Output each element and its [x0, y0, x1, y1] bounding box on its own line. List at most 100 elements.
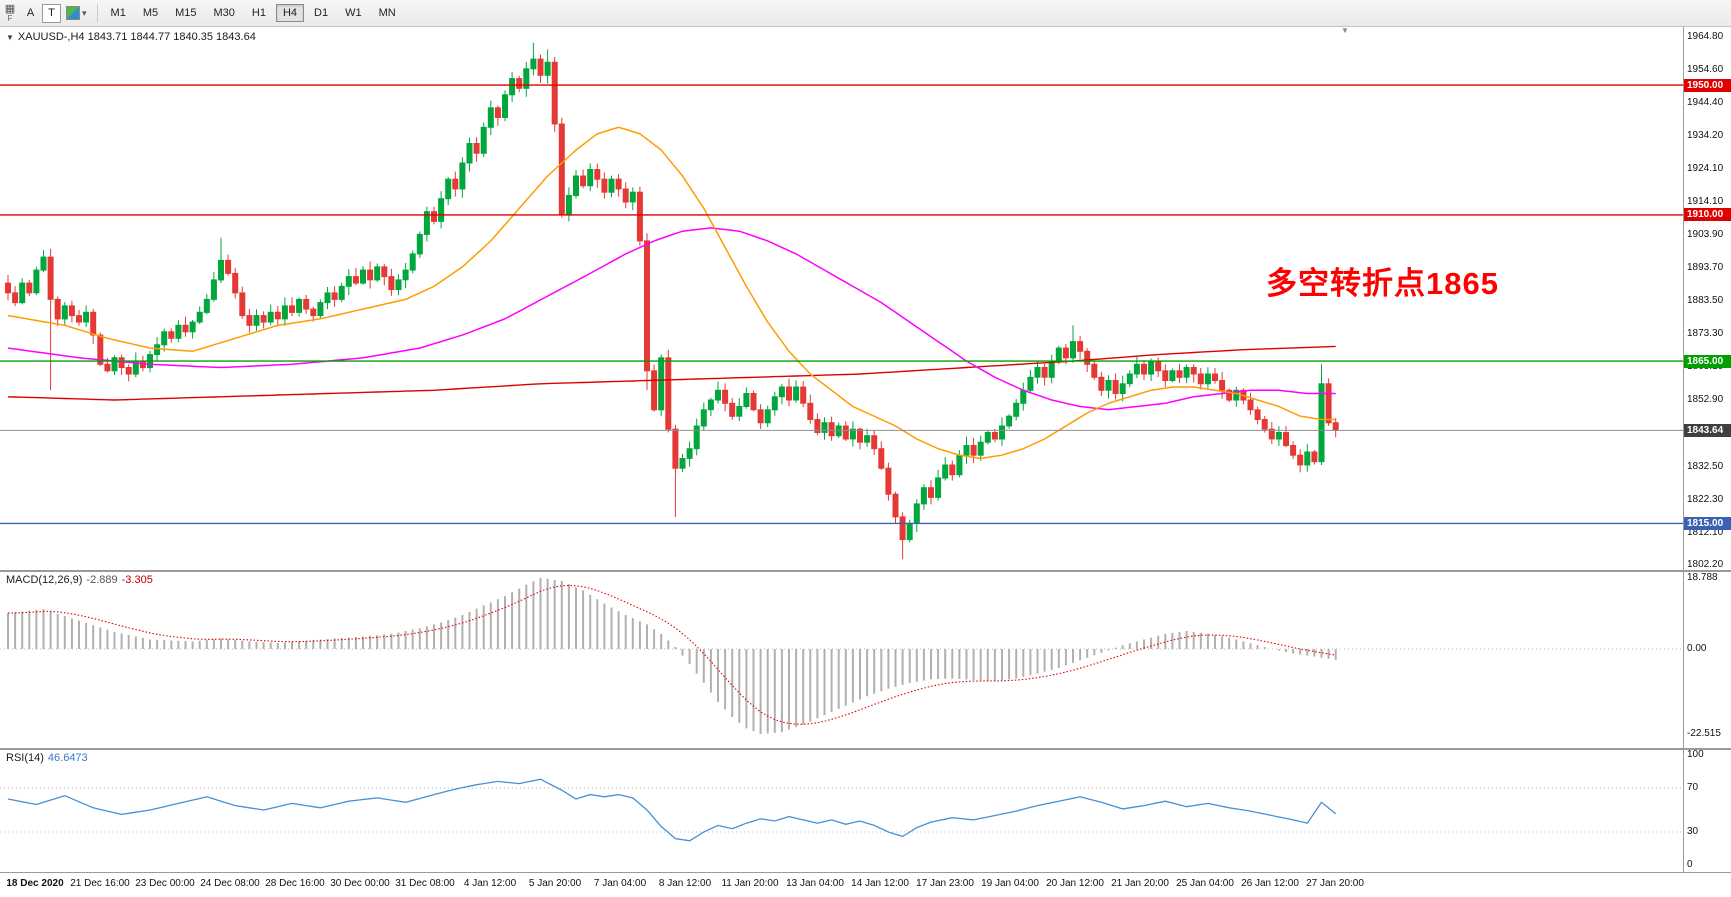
charts-grid-icon[interactable]: ▦	[4, 2, 16, 15]
candle-body	[665, 357, 672, 430]
timeframe-h1[interactable]: H1	[251, 7, 266, 19]
chart-shift-marker[interactable]: ▼	[1341, 26, 1349, 35]
candle-body	[54, 298, 61, 320]
chevron-down-icon: ▾	[82, 7, 87, 18]
price-axis-label: 1924.10	[1687, 163, 1724, 175]
candle-body	[1105, 380, 1112, 391]
candle-body	[764, 409, 771, 424]
top-toolbar: ▦ F A T ▾ M1 M5 M15 M30 H1 H4 D1 W1 MN	[0, 0, 1731, 27]
rsi-axis-label: 0	[1687, 859, 1693, 870]
timeframe-m1[interactable]: M1	[110, 7, 126, 19]
candle-body	[622, 188, 629, 203]
candle-body	[416, 233, 423, 255]
candle-body	[47, 256, 54, 300]
candle-body	[544, 61, 551, 76]
candle-body	[1141, 363, 1147, 375]
candle-body	[1041, 367, 1048, 378]
candle-body	[1233, 389, 1240, 401]
candle-body	[1034, 367, 1041, 378]
candle-body	[1062, 347, 1069, 359]
pane-separator-rsi[interactable]	[0, 748, 1731, 750]
pane-separator-macd[interactable]	[0, 570, 1731, 572]
candle-body	[26, 282, 33, 294]
candle-body	[1176, 370, 1183, 378]
time-axis-label: 24 Dec 08:00	[200, 878, 260, 889]
timeframe-m5[interactable]: M5	[142, 7, 159, 19]
candle-body	[516, 78, 523, 89]
candle-body	[1290, 445, 1297, 456]
candle-body	[395, 279, 402, 291]
price-axis-label: 1964.80	[1687, 31, 1724, 42]
time-axis-label: 25 Jan 04:00	[1176, 878, 1234, 889]
candle-body	[949, 464, 956, 476]
candle-body	[1325, 383, 1332, 424]
indicator-icon	[66, 6, 80, 20]
timeframe-h4[interactable]: H4	[275, 4, 305, 22]
candle-body	[1162, 370, 1169, 381]
candle-body	[1070, 341, 1076, 359]
candle-body	[594, 169, 601, 180]
candle-body	[1304, 451, 1311, 466]
rsi-axis-label: 30	[1687, 826, 1699, 837]
rsi-line	[7, 778, 1337, 842]
arrow-tool-button[interactable]: A	[21, 4, 40, 23]
price-tag-1950.00: 1950.00	[1684, 78, 1731, 92]
candle-body	[1183, 367, 1190, 378]
candle-body	[409, 253, 416, 271]
candle-body	[97, 334, 104, 365]
time-axis-label: 4 Jan 12:00	[463, 878, 517, 889]
candle-body	[239, 292, 246, 317]
price-axis-label: 1954.60	[1687, 64, 1724, 76]
candle-body	[111, 357, 118, 372]
timeframe-m30[interactable]: M30	[213, 7, 235, 19]
timeframe-d1[interactable]: D1	[314, 7, 329, 19]
candle-body	[90, 311, 97, 336]
text-tool-button[interactable]: T	[42, 3, 61, 23]
candle-body	[807, 402, 814, 420]
candle-body	[225, 259, 232, 274]
timeframe-m15[interactable]: M15	[175, 7, 197, 19]
candle-body	[1212, 373, 1218, 381]
candle-body	[1006, 415, 1013, 427]
time-axis-label: 26 Jan 12:00	[1241, 878, 1299, 889]
time-axis-label: 28 Dec 16:00	[265, 878, 325, 889]
candle-body	[736, 406, 743, 417]
candle-body	[289, 305, 295, 313]
candle-body	[466, 143, 473, 164]
candle-body	[1268, 428, 1275, 440]
candle-body	[928, 487, 934, 498]
macd-histogram	[7, 577, 1337, 734]
timeframe-w1[interactable]: W1	[345, 7, 362, 19]
timeframe-mn[interactable]: MN	[378, 7, 396, 19]
rsi-axis-label: 70	[1687, 782, 1699, 793]
ma-slow-line	[7, 345, 1336, 401]
candle-body	[991, 432, 998, 440]
objects-collapse-icon[interactable]: ▼	[6, 33, 14, 42]
candle-body	[1155, 360, 1162, 372]
candle-body	[33, 269, 40, 294]
time-axis-label: 17 Jan 23:00	[916, 878, 974, 889]
indicators-dropdown[interactable]: ▾	[66, 6, 87, 20]
candle-body	[1013, 402, 1020, 417]
candle-body	[715, 389, 721, 401]
candle-body	[686, 448, 693, 459]
macd-value-main: -2.889	[86, 574, 118, 586]
candle-body	[1261, 419, 1268, 430]
candle-body	[352, 276, 359, 284]
candle-body	[1311, 451, 1318, 463]
candle-body	[615, 178, 622, 190]
candle-body	[1318, 383, 1325, 463]
candle-body	[431, 211, 437, 222]
price-axis-label: 1934.20	[1687, 130, 1724, 142]
time-axis-label: 11 Jan 20:00	[721, 878, 779, 889]
candle-body	[324, 292, 331, 304]
candle-body	[551, 61, 558, 125]
rsi-label: RSI(14) 46.6473	[6, 752, 88, 764]
candle-body	[885, 467, 892, 495]
candle-body	[1084, 350, 1091, 365]
f-indicator: F	[7, 13, 13, 23]
candle-body	[210, 279, 217, 300]
time-axis-label: 31 Dec 08:00	[395, 878, 455, 889]
